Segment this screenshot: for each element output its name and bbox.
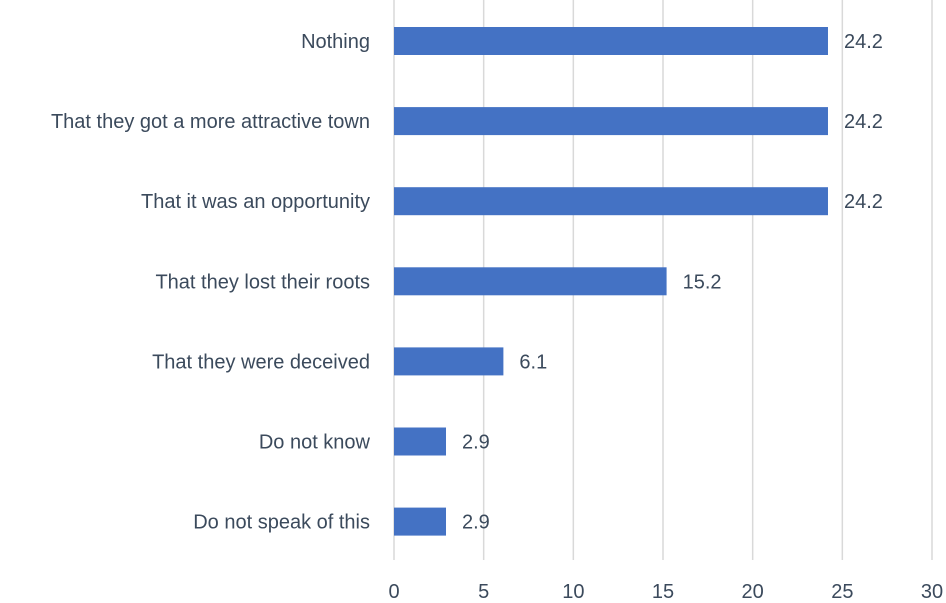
x-tick-label: 25 — [831, 581, 853, 603]
data-label: 24.2 — [844, 31, 883, 53]
bar — [394, 507, 447, 536]
category-label: Nothing — [301, 31, 370, 53]
x-tick-label: 10 — [562, 581, 584, 603]
x-tick-label: 5 — [478, 581, 489, 603]
category-label: That it was an opportunity — [141, 191, 370, 213]
x-tick-label: 30 — [921, 581, 943, 603]
data-label: 15.2 — [683, 271, 722, 293]
data-label: 2.9 — [462, 432, 490, 454]
data-label: 24.2 — [844, 111, 883, 133]
x-tick-label: 15 — [652, 581, 674, 603]
data-label: 6.1 — [519, 351, 547, 373]
category-label: Do not speak of this — [193, 512, 370, 534]
data-labels: 24.2 24.2 24.2 15.2 6.1 2.9 2.9 — [462, 31, 883, 534]
category-label: That they were deceived — [152, 351, 370, 373]
bar — [394, 187, 828, 216]
data-label: 24.2 — [844, 191, 883, 213]
category-label: Do not know — [259, 432, 371, 454]
category-label: That they got a more attractive town — [51, 111, 370, 133]
bar — [394, 347, 504, 376]
category-label: That they lost their roots — [155, 271, 370, 293]
category-labels: Nothing That they got a more attractive t… — [51, 31, 371, 534]
bar — [394, 107, 828, 136]
data-label: 2.9 — [462, 512, 490, 534]
bar — [394, 427, 447, 456]
bar — [394, 267, 667, 296]
x-tick-label: 0 — [388, 581, 399, 603]
x-axis-tick-labels: 0 5 10 15 20 25 30 — [388, 581, 943, 603]
x-tick-label: 20 — [742, 581, 764, 603]
bar — [394, 27, 828, 55]
bars — [394, 27, 828, 536]
